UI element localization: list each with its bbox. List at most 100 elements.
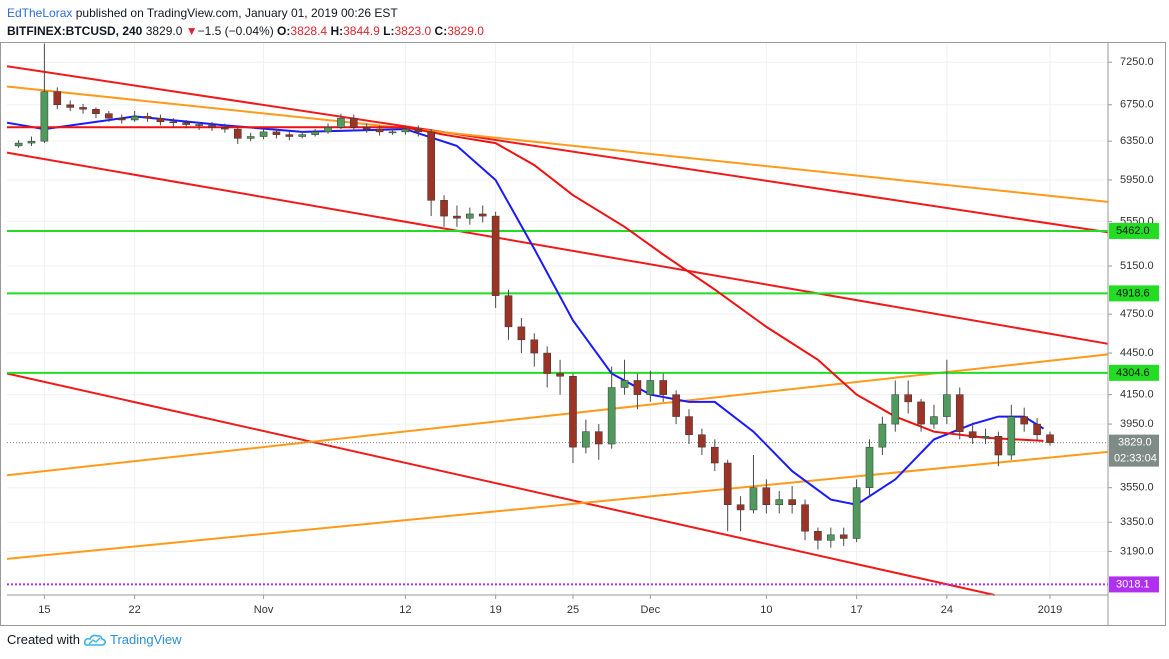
candle-body	[762, 487, 771, 505]
candle-body	[981, 436, 990, 439]
y-tick-label: 3350.0	[1120, 516, 1154, 528]
x-tick-label: Nov	[254, 604, 274, 616]
y-tick-label: 4750.0	[1120, 308, 1154, 320]
candle-body	[375, 128, 384, 133]
author[interactable]: EdTheLorax	[7, 6, 73, 20]
candle-body	[79, 107, 87, 110]
trendline	[6, 450, 1109, 560]
candle-body	[182, 122, 190, 125]
candle-body	[311, 131, 319, 135]
chart: 7250.06750.06350.05950.05550.05150.04750…	[0, 42, 1166, 626]
candle-body	[865, 446, 874, 488]
candle-body	[801, 504, 809, 532]
candle-body	[350, 117, 358, 128]
c-label: C:	[434, 24, 448, 38]
level-label-box	[1109, 576, 1159, 593]
candle-body	[453, 215, 461, 219]
created-with: Created with	[7, 632, 80, 647]
y-tick-label: 6350.0	[1120, 135, 1154, 147]
candle-body	[92, 108, 100, 114]
candle-body	[723, 462, 732, 505]
candle-body	[1020, 416, 1028, 425]
x-tick-label: 2019	[1038, 604, 1062, 616]
x-tick-label: 17	[850, 604, 862, 616]
candle-body	[814, 530, 822, 541]
candle-body	[878, 423, 887, 448]
candle-body	[672, 394, 680, 417]
o-label: O:	[277, 24, 291, 38]
candle-body	[427, 131, 435, 201]
candle-body	[156, 117, 165, 123]
candle-body	[491, 215, 500, 296]
x-tick-label: 22	[129, 604, 141, 616]
candle-body	[401, 128, 410, 133]
footer: Created with TradingView	[7, 632, 182, 647]
candle-body	[1046, 434, 1054, 443]
candle-body	[968, 431, 977, 439]
candle-body	[40, 91, 49, 142]
candle-body	[362, 127, 371, 130]
logo	[83, 634, 106, 646]
candle-body	[736, 504, 745, 511]
candle-body	[994, 436, 1003, 456]
level-label: 5462.0	[1116, 225, 1150, 237]
candle-body	[143, 116, 152, 119]
candle-body	[710, 446, 719, 464]
x-tick-label: Dec	[641, 604, 661, 616]
candle-body	[388, 131, 397, 134]
candle-body	[685, 416, 693, 435]
candle-body	[130, 116, 139, 121]
candle-body	[930, 416, 938, 425]
candle-body	[14, 142, 23, 147]
y-tick-label: 4450.0	[1120, 347, 1154, 359]
candle-body	[440, 200, 448, 217]
candle-body	[233, 128, 242, 139]
candle-body	[607, 387, 616, 445]
published: published on TradingView.com, January 01…	[75, 6, 398, 20]
candle-body	[530, 339, 539, 354]
x-tick-label: 10	[760, 604, 772, 616]
candle-body	[105, 113, 113, 119]
y-tick-label: 4150.0	[1120, 389, 1154, 401]
candle-body	[594, 431, 603, 445]
level-label-box	[1109, 364, 1159, 381]
candle-body	[478, 213, 487, 217]
y-tick-label: 3550.0	[1120, 482, 1154, 494]
candle-body	[169, 121, 178, 124]
y-tick-label: 3190.0	[1120, 545, 1154, 557]
candle-body	[53, 91, 62, 106]
trendline	[6, 151, 1109, 345]
candle-body	[285, 134, 294, 137]
level-label-box	[1109, 285, 1159, 302]
candle-body	[504, 295, 513, 328]
brand[interactable]: TradingView	[109, 632, 182, 647]
candle-body	[259, 131, 268, 137]
candle-body	[698, 434, 706, 448]
header: EdTheLorax published on TradingView.com,…	[7, 4, 484, 40]
header-line-1: EdTheLorax published on TradingView.com,…	[7, 4, 484, 22]
trendline	[6, 85, 1109, 203]
level-label: 4918.6	[1116, 287, 1150, 299]
candle-body	[891, 394, 900, 425]
candle-body	[272, 131, 281, 135]
trendline	[6, 372, 995, 596]
frame	[0, 42, 1166, 626]
level-label-box	[1109, 222, 1159, 239]
y-tick-label: 3950.0	[1120, 418, 1154, 430]
candle-body	[298, 134, 307, 137]
candle-body	[917, 401, 925, 425]
candle-body	[195, 124, 203, 126]
candle-body	[1033, 423, 1041, 435]
h-value: 3844.9	[343, 24, 380, 38]
moving-average	[6, 115, 1045, 506]
candle-body	[955, 394, 964, 432]
candle-body	[839, 534, 848, 539]
y-tick-label: 7250.0	[1120, 56, 1154, 68]
candle-body	[1007, 416, 1016, 456]
candle-body	[517, 326, 526, 341]
candle-body	[775, 499, 784, 505]
candle-body	[582, 431, 590, 448]
header-line-2: BITFINEX:BTCUSD, 240 3829.0 ▼−1.5 (−0.04…	[7, 22, 484, 40]
candle-body	[943, 394, 951, 417]
